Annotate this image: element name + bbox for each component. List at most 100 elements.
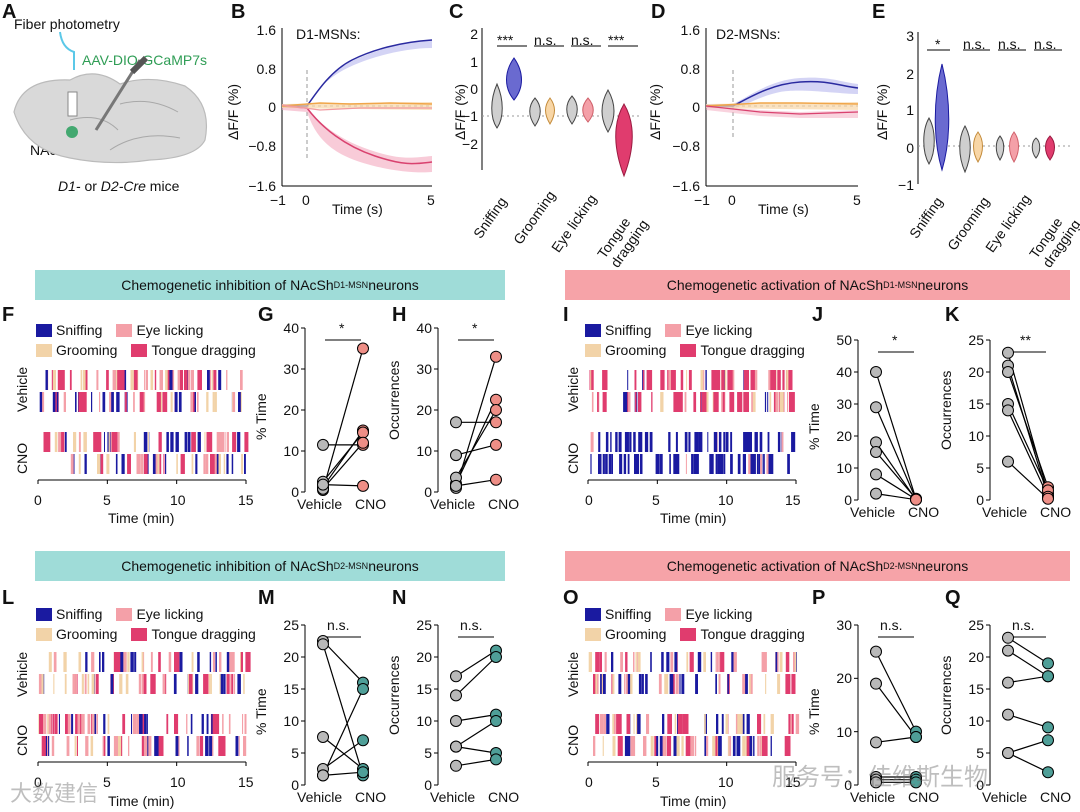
raster-event [752,392,756,412]
panel-label-g: G [258,304,274,326]
raster-event [711,370,717,390]
raster-event [610,454,612,474]
raster-event [718,736,722,756]
pair-ylabel: Occurrences [386,655,402,735]
panel-label-j: J [812,304,824,326]
raster-event [634,454,637,474]
raster-event [618,432,622,452]
raster-event [109,432,112,452]
raster-event [122,714,126,734]
raster-event [595,652,600,672]
raster-event [603,714,606,734]
pair-ytick-label: 20 [836,428,852,444]
pair-point-cno [490,393,502,406]
raster-event [165,454,167,474]
raster-event [152,454,156,474]
raster-event [720,652,725,672]
raster-event [630,674,633,694]
raster-event [212,392,215,412]
raster-event [216,454,219,474]
pair-point-cno [1042,734,1054,747]
raster-event [197,392,199,412]
raster-event [59,370,65,390]
pair-point-cno [357,734,369,747]
raster-event [630,736,632,756]
raster-o-xtick-4: 15 [785,774,801,790]
pair-link [322,640,364,684]
pair-ytick-label: 0 [424,777,432,793]
raster-event [99,392,101,412]
legend-o: Sniffing Eye licking Grooming Tongue dragg… [585,604,805,644]
pair-sig-label: n.s. [327,617,350,633]
panel-b-title: D1-MSNs: [296,26,361,42]
raster-event [165,370,168,390]
raster-event [197,432,201,452]
raster-event [766,454,770,474]
raster-event [64,432,67,452]
pair-link [322,739,364,770]
panel-e-sig-4: n.s. [1034,36,1057,52]
raster-event [244,432,249,452]
raster-event [721,392,723,412]
raster-event [715,652,717,672]
raster-event [757,714,762,734]
raster-event [228,652,230,672]
raster-event [160,392,162,412]
raster-event [723,432,725,452]
raster-event [593,674,596,694]
raster-event [78,432,81,452]
panel-label-b: B [231,1,246,23]
raster-event [118,736,122,756]
raster-event [718,432,722,452]
raster-event [196,674,199,694]
raster-event [102,392,106,412]
raster-event [52,392,56,412]
raster-event [154,736,158,756]
raster-event [751,454,755,474]
pair-link [1007,739,1049,754]
pair-ytick-label: 0 [291,777,299,793]
raster-event [599,652,602,672]
raster-event [179,652,183,672]
panel-label-a: A [2,1,17,23]
raster-event [203,674,209,694]
raster-event [231,454,234,474]
pair-x-vehicle: Vehicle [430,496,476,512]
pair-ytick-label: 15 [416,681,432,697]
raster-event [141,454,143,474]
pair-ytick-label: 30 [416,361,432,377]
pair-point-vehicle [870,468,882,481]
pair-x-cno: CNO [488,496,520,512]
raster-event [73,432,77,452]
raster-event [53,674,55,694]
pair-ytick-label: 25 [968,332,984,348]
raster-event [174,392,178,412]
raster-event [176,454,178,474]
raster-event [693,392,697,412]
raster-event [71,714,74,734]
raster-event [84,674,87,694]
raster-event [238,392,241,412]
raster-event [681,736,684,756]
raster-event [180,392,182,412]
raster-event [777,370,780,390]
raster-event [753,736,755,756]
pair-point-vehicle [317,769,329,782]
raster-event [191,454,194,474]
pair-link [875,683,917,738]
raster-event [770,370,777,390]
pair-point-vehicle [450,449,462,462]
raster-event [150,370,154,390]
raster-event [746,714,750,734]
raster-event [695,454,699,474]
raster-event [180,370,183,390]
raster-event [244,714,247,734]
raster-event [775,392,779,412]
raster-event [207,370,210,390]
raster-event [728,736,730,756]
raster-event [628,392,631,412]
pair-point-cno [490,753,502,766]
raster-event [639,454,643,474]
raster-event [662,736,665,756]
pair-ytick-label: 10 [283,443,299,459]
